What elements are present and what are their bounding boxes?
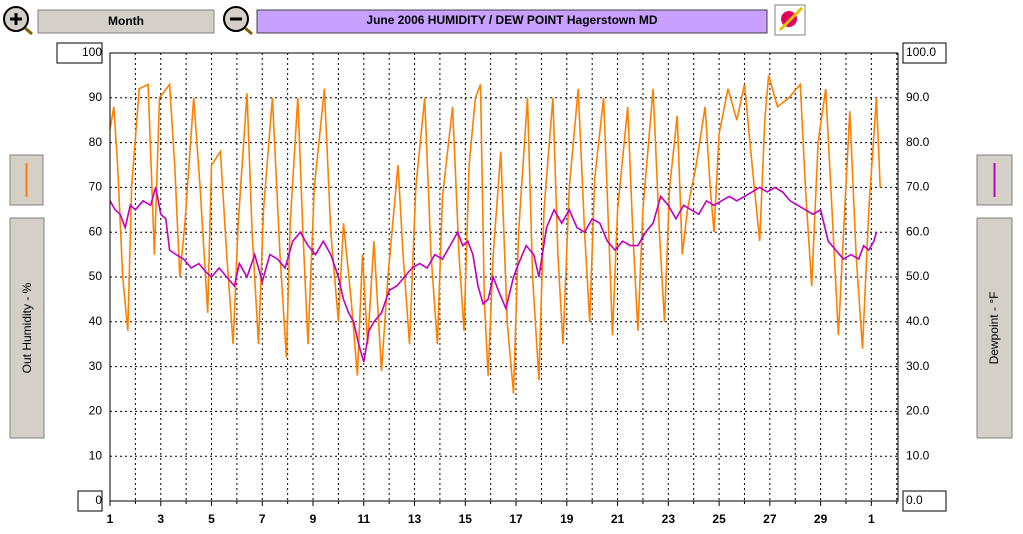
y-tick-label: 10 (89, 448, 103, 462)
y2-tick-label: 0.0 (906, 493, 923, 507)
y2-tick-label: 30.0 (906, 359, 930, 373)
x-tick-label: 3 (157, 512, 164, 526)
x-tick-label: 1 (107, 512, 114, 526)
y2-tick-label: 90.0 (906, 90, 930, 104)
plot-frame (109, 52, 899, 502)
left-axis-button[interactable] (9, 217, 45, 439)
right-axis-button[interactable] (976, 217, 1013, 439)
zoom-out-button[interactable] (223, 6, 253, 36)
x-tick-label: 23 (662, 512, 676, 526)
y-tick-label: 60 (89, 224, 103, 238)
color-icon-brush[interactable] (778, 6, 804, 32)
x-tick-label: 15 (459, 512, 473, 526)
tick-box (902, 490, 947, 512)
y2-axis-label: Dewpoint - °F (987, 292, 1001, 365)
x-tick-label: 27 (763, 512, 777, 526)
tick-box (56, 42, 103, 64)
y-tick-label: 0 (95, 493, 102, 507)
y2-tick-label: 60.0 (906, 224, 930, 238)
x-tick-label: 9 (310, 512, 317, 526)
series-line (109, 75, 881, 394)
y2-tick-label: 100.0 (906, 45, 936, 59)
x-tick-label: 7 (259, 512, 266, 526)
y-tick-label: 90 (89, 90, 103, 104)
zoom-out-handle[interactable] (244, 26, 253, 36)
x-tick-label: 29 (814, 512, 828, 526)
y-tick-label: 80 (89, 135, 103, 149)
period-label[interactable]: Month (108, 14, 144, 28)
x-tick-label: 5 (208, 512, 215, 526)
grid (110, 53, 898, 501)
zoom-in-handle[interactable] (24, 26, 33, 36)
period-button[interactable] (37, 9, 215, 34)
y-tick-label: 100 (82, 45, 102, 59)
y-tick-label: 70 (89, 180, 103, 194)
y-tick-label: 20 (89, 404, 103, 418)
y-axis-label: Out Humidity - % (20, 282, 34, 373)
labels: 0 10 20 30 40 50 60 70 80 90 100 0.0 10.0 20.0 30.0 40.… (56, 42, 947, 526)
x-tick-label: 13 (408, 512, 422, 526)
x-tick-label: 11 (357, 512, 370, 526)
series-line (109, 186, 878, 363)
x-tick-label: 19 (560, 512, 574, 526)
x-tick-label: 1 (868, 512, 875, 526)
tick-box (902, 42, 947, 64)
y-tick-label: 50 (89, 269, 103, 283)
title-box (256, 9, 768, 34)
x-tick-label: 25 (712, 512, 726, 526)
zoom-in-sign[interactable] (10, 13, 22, 25)
y2-tick-label: 40.0 (906, 314, 930, 328)
chart-title: June 2006 HUMIDITY / DEW POINT Hagerstow… (366, 13, 657, 27)
y-tick-label: 40 (89, 314, 103, 328)
tick-box (77, 490, 103, 512)
color-button[interactable] (774, 4, 806, 36)
y2-tick-label: 50.0 (906, 269, 930, 283)
x-tick-label: 17 (509, 512, 523, 526)
y2-tick-label: 80.0 (906, 135, 930, 149)
zoom-in-button[interactable] (3, 6, 33, 36)
y2-tick-label: 70.0 (906, 180, 930, 194)
y2-tick-label: 20.0 (906, 404, 930, 418)
y-tick-label: 30 (89, 359, 103, 373)
y2-tick-label: 10.0 (906, 448, 930, 462)
x-tick-label: 21 (611, 512, 625, 526)
lines (109, 75, 881, 394)
